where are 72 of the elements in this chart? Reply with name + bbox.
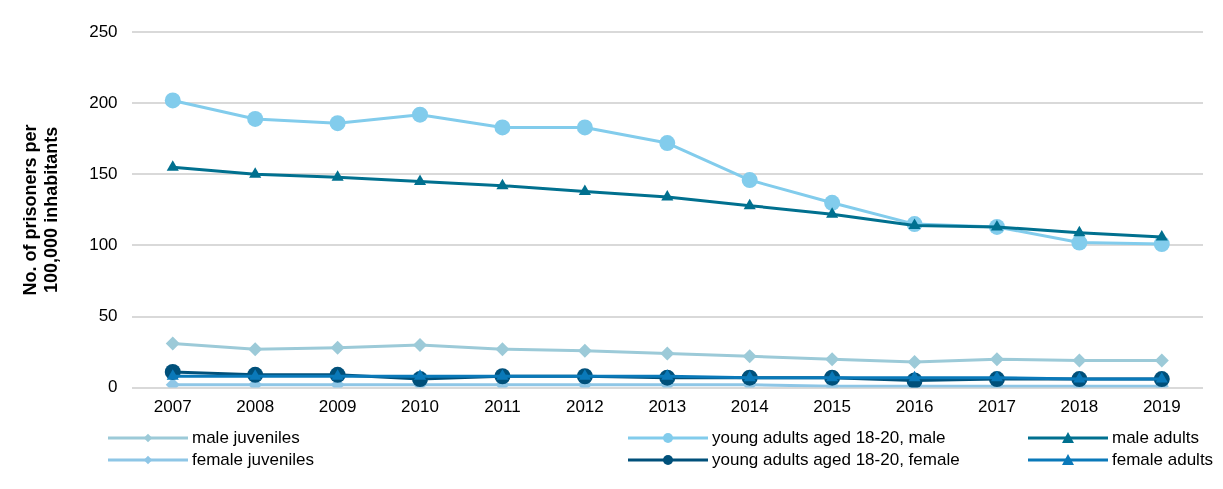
point [743, 198, 756, 210]
x-tick-label: 2008 [236, 397, 275, 417]
point [496, 178, 509, 190]
x-tick-label: 2015 [813, 397, 852, 417]
point [661, 190, 674, 201]
point [742, 349, 757, 364]
y-tick-label: 50 [98, 306, 118, 326]
point [331, 170, 344, 181]
point [164, 92, 181, 109]
point [1071, 234, 1088, 251]
x-tick-label: 2014 [730, 397, 769, 417]
point [496, 369, 509, 380]
point [166, 369, 179, 380]
point [989, 352, 1004, 367]
point [249, 167, 262, 178]
y-tick-label: 100 [89, 235, 118, 255]
point [824, 194, 841, 211]
legend-label: male juveniles [192, 428, 300, 448]
point [741, 172, 758, 189]
point [165, 336, 180, 351]
legend-label: female juveniles [192, 450, 314, 470]
y-tick-label: 0 [108, 377, 118, 397]
point [1073, 225, 1086, 237]
point [1072, 353, 1087, 368]
point [247, 110, 264, 127]
legend-label: young adults aged 18-20, female [712, 450, 960, 470]
point [495, 342, 510, 357]
point [576, 119, 593, 136]
point [248, 342, 263, 357]
point [825, 352, 840, 367]
point [413, 174, 427, 185]
x-tick-label: 2010 [401, 397, 439, 417]
x-tick-label: 2009 [318, 397, 357, 417]
point [990, 370, 1004, 382]
point [990, 219, 1004, 231]
point [413, 369, 427, 380]
point [1073, 372, 1086, 383]
x-tick-label: 2019 [1142, 397, 1181, 417]
point [577, 343, 592, 358]
y-tick-label: 200 [89, 92, 118, 112]
x-tick-label: 2018 [1060, 397, 1099, 417]
x-tick-label: 2011 [484, 397, 521, 417]
point [578, 184, 591, 195]
point [412, 106, 429, 123]
point [330, 340, 345, 355]
point [826, 370, 839, 382]
legend-label: female adults [1112, 450, 1214, 470]
x-tick-label: 2013 [648, 397, 687, 417]
x-tick-label: 2007 [153, 397, 192, 417]
point [166, 160, 179, 171]
y-tick-label: 150 [89, 164, 118, 184]
point [1155, 372, 1168, 383]
point [1155, 229, 1168, 241]
point [908, 370, 921, 382]
point [329, 115, 346, 132]
point [743, 370, 756, 382]
x-tick-label: 2016 [895, 397, 934, 417]
legend-label: young adults aged 18-20, male [712, 428, 946, 448]
point [659, 135, 676, 152]
x-tick-label: 2012 [565, 397, 604, 417]
point [578, 369, 591, 380]
point [826, 207, 839, 218]
y-tick-label: 250 [89, 21, 118, 41]
x-tick-label: 2017 [978, 397, 1016, 417]
point [1154, 353, 1169, 368]
point [660, 346, 675, 361]
point [907, 355, 922, 370]
y-axis-title: No. of prisoners per 100,000 inhabitants [19, 124, 62, 296]
point [413, 337, 428, 352]
legend-label: male adults [1112, 428, 1199, 448]
point [661, 369, 674, 380]
point [494, 119, 511, 136]
